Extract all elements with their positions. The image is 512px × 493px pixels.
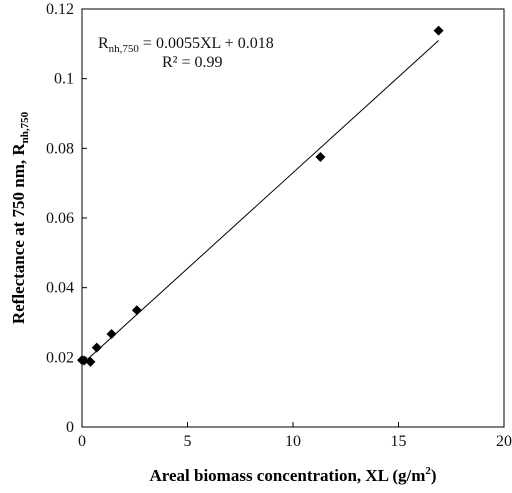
y-tick-label: 0.12 (46, 1, 74, 18)
y-tick-label: 0.04 (46, 280, 74, 297)
x-tick-label: 20 (496, 433, 512, 450)
data-point-diamond (85, 356, 96, 367)
r-squared-label: R² = 0.99 (162, 54, 223, 71)
data-point-diamond (91, 342, 102, 353)
y-axis-title: Reflectance at 750 nm, Rnh,750 (9, 111, 31, 324)
x-tick-label: 5 (184, 433, 192, 450)
data-points (77, 25, 444, 367)
x-tick-label: 0 (78, 433, 86, 450)
data-point-diamond (131, 305, 142, 316)
y-tick-label: 0 (66, 419, 74, 436)
x-tick-label: 10 (285, 433, 301, 450)
tick-marks (81, 8, 505, 428)
data-point-diamond (106, 328, 117, 339)
y-tick-label: 0.06 (46, 210, 74, 227)
x-axis-title: Areal biomass concentration, XL (g/m2) (149, 465, 436, 485)
y-tick-labels: 0 0.02 0.04 0.06 0.08 0.1 0.12 (46, 1, 74, 436)
data-point-diamond (315, 152, 326, 163)
x-tick-labels: 0 5 10 15 20 (78, 433, 512, 450)
x-tick-label: 15 (391, 433, 407, 450)
y-tick-label: 0.02 (46, 349, 74, 366)
trendline (81, 40, 439, 365)
y-tick-label: 0.1 (54, 71, 74, 88)
plot-frame (81, 8, 505, 428)
equation-label: Rnh,750 = 0.0055XL + 0.018 (98, 35, 274, 55)
y-tick-label: 0.08 (46, 140, 74, 157)
data-point-diamond (433, 25, 444, 36)
